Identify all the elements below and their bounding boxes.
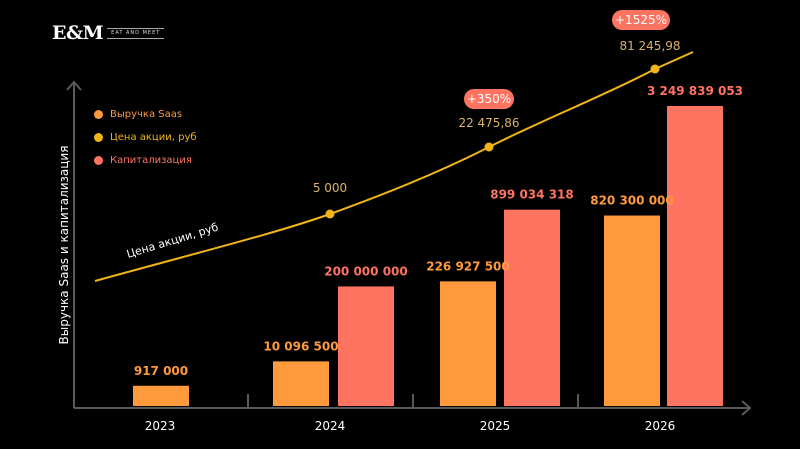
growth-badge-label: +1525% bbox=[615, 13, 667, 27]
data-label-saas: 820 300 000 bbox=[590, 194, 674, 208]
legend-label-price: Цена акции, руб bbox=[110, 132, 197, 143]
bar-saas bbox=[133, 385, 189, 406]
legend-dot-cap bbox=[94, 156, 103, 165]
price-value-label: 81 245,98 bbox=[619, 39, 680, 53]
y-axis-arrow-icon bbox=[66, 80, 82, 91]
legend-label-cap: Капитализация bbox=[110, 155, 192, 166]
bar-cap bbox=[338, 286, 394, 406]
growth-badge-label: +350% bbox=[467, 92, 511, 106]
legend-dot-saas bbox=[94, 110, 103, 119]
x-tick-label: 2024 bbox=[315, 419, 346, 433]
bar-saas bbox=[440, 281, 496, 406]
bar-saas bbox=[273, 361, 329, 406]
bars bbox=[133, 106, 723, 406]
legend-dot-price bbox=[94, 133, 103, 142]
growth-badge bbox=[464, 89, 514, 109]
bar-cap bbox=[504, 209, 560, 406]
price-line bbox=[94, 51, 694, 282]
data-label-cap: 3 249 839 053 bbox=[647, 84, 743, 98]
data-label-saas: 10 096 500 bbox=[263, 339, 338, 353]
x-tick-label: 2025 bbox=[480, 419, 511, 433]
price-value-label: 5 000 bbox=[313, 181, 347, 195]
price-line-inline-label: Цена акции, руб bbox=[125, 221, 220, 261]
legend-item-cap: Капитализация bbox=[94, 149, 197, 172]
data-label-saas: 917 000 bbox=[134, 364, 188, 378]
legend-item-price: Цена акции, руб bbox=[94, 126, 197, 149]
data-label-cap: 899 034 318 bbox=[490, 188, 574, 202]
x-tick-label: 2026 bbox=[645, 419, 676, 433]
logo-tagline: EAT AND MEET bbox=[107, 28, 165, 39]
price-line-group bbox=[94, 51, 694, 282]
price-point bbox=[650, 64, 660, 74]
growth-badge bbox=[612, 10, 670, 30]
price-point bbox=[325, 209, 335, 219]
bar-cap bbox=[667, 106, 723, 406]
data-label-saas: 226 927 500 bbox=[426, 259, 510, 273]
x-axis-arrow-icon bbox=[741, 400, 752, 416]
chart-legend: Выручка Saas Цена акции, руб Капитализац… bbox=[94, 103, 197, 172]
labels: 2023 2024 2025 2026 917 000 10 096 500 226 927… bbox=[125, 10, 743, 433]
price-point bbox=[484, 142, 494, 152]
brand-logo: E&M EAT AND MEET bbox=[52, 22, 165, 44]
x-tick-label: 2023 bbox=[145, 419, 176, 433]
logo-mark: E&M bbox=[52, 22, 104, 44]
bar-saas bbox=[604, 215, 660, 406]
legend-item-saas: Выручка Saas bbox=[94, 103, 197, 126]
legend-label-saas: Выручка Saas bbox=[110, 109, 183, 120]
axes bbox=[66, 80, 752, 416]
price-value-label: 22 475,86 bbox=[458, 116, 519, 130]
data-label-cap: 200 000 000 bbox=[324, 264, 408, 278]
